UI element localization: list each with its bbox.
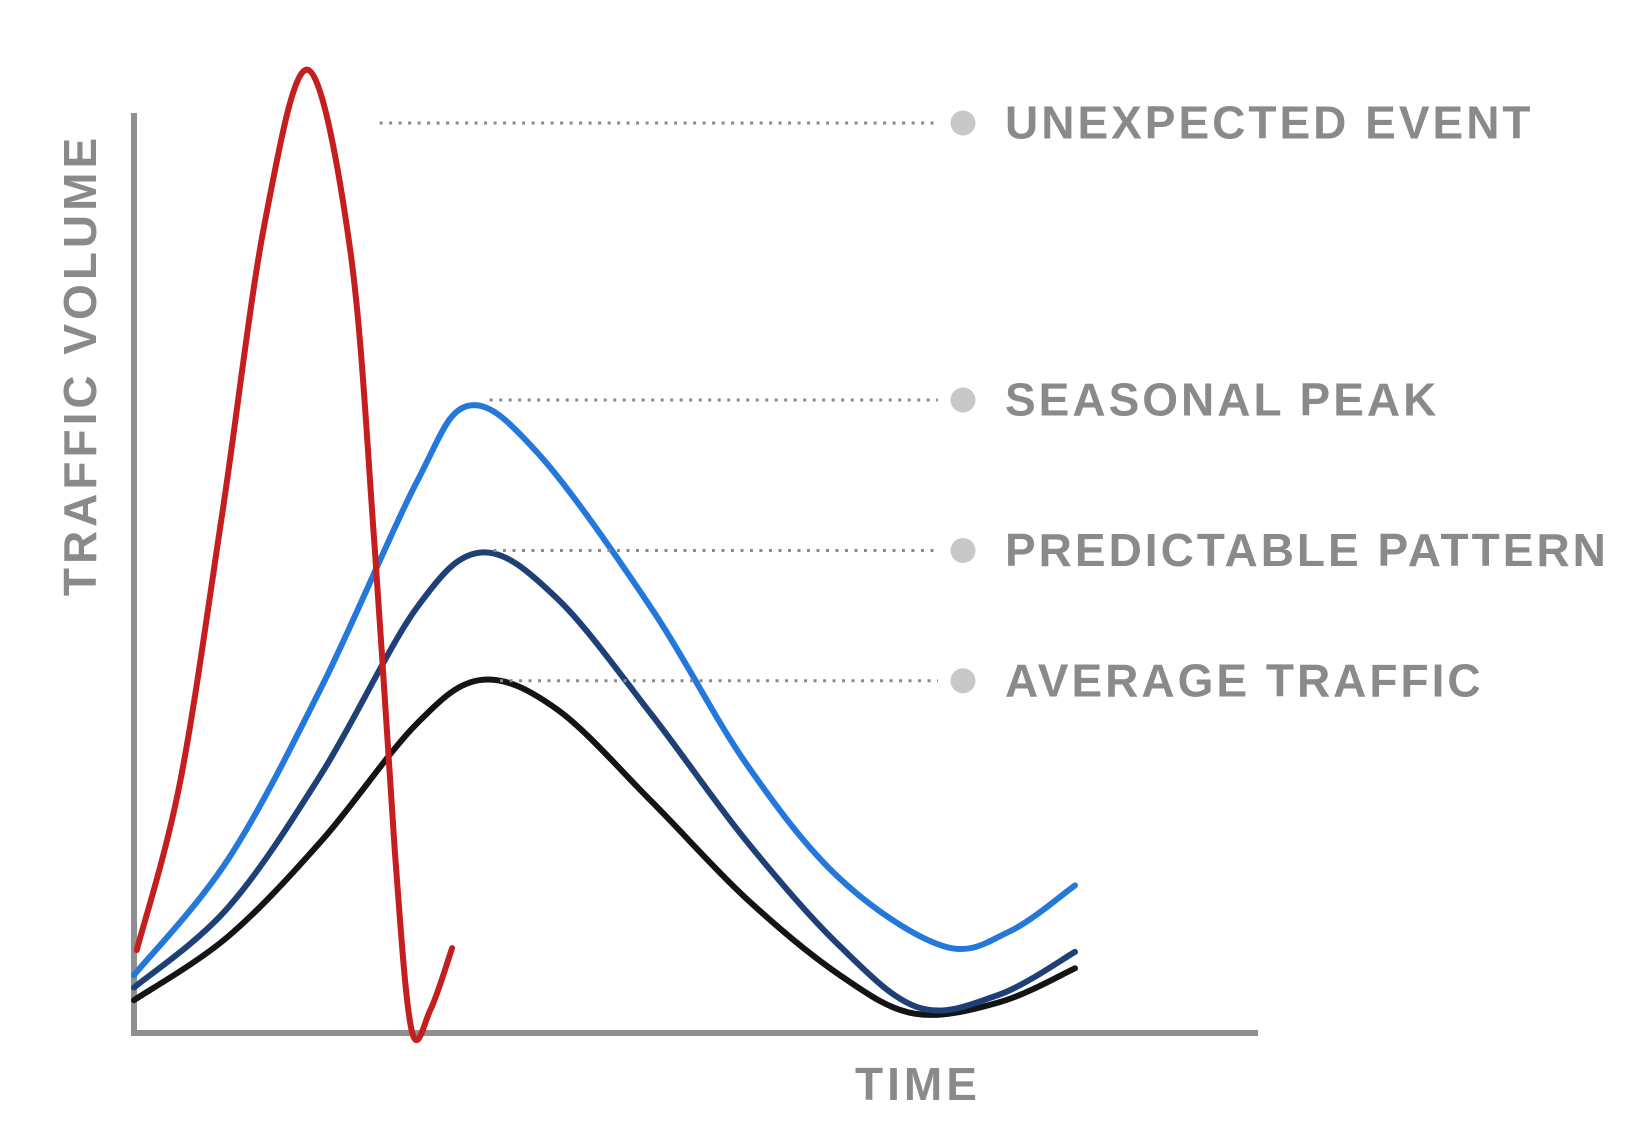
curve-predictable-pattern xyxy=(131,549,1078,1014)
marker-dot-unexpected-event xyxy=(950,110,976,136)
annotation-label-predictable-pattern: PREDICTABLE PATTERN xyxy=(1005,524,1609,576)
curve-unexpected-event xyxy=(133,66,456,1043)
curves xyxy=(131,66,1078,1043)
annotation-label-unexpected-event: UNEXPECTED EVENT xyxy=(1005,97,1534,149)
marker-dot-predictable-pattern xyxy=(950,538,976,563)
x-axis-label: TIME xyxy=(855,1058,981,1110)
marker-dot-average-traffic xyxy=(950,668,976,694)
annotations: UNEXPECTED EVENT SEASONAL PEAK PREDICTABLE… xyxy=(379,97,1609,706)
curve-seasonal-peak xyxy=(131,402,1078,979)
y-axis-label: TRAFFIC VOLUME xyxy=(54,134,106,596)
annotation-label-seasonal-peak: SEASONAL PEAK xyxy=(1005,373,1439,425)
annotation-label-average-traffic: AVERAGE TRAFFIC xyxy=(1005,654,1484,706)
marker-dot-seasonal-peak xyxy=(950,387,976,413)
curve-average-traffic xyxy=(131,676,1078,1018)
